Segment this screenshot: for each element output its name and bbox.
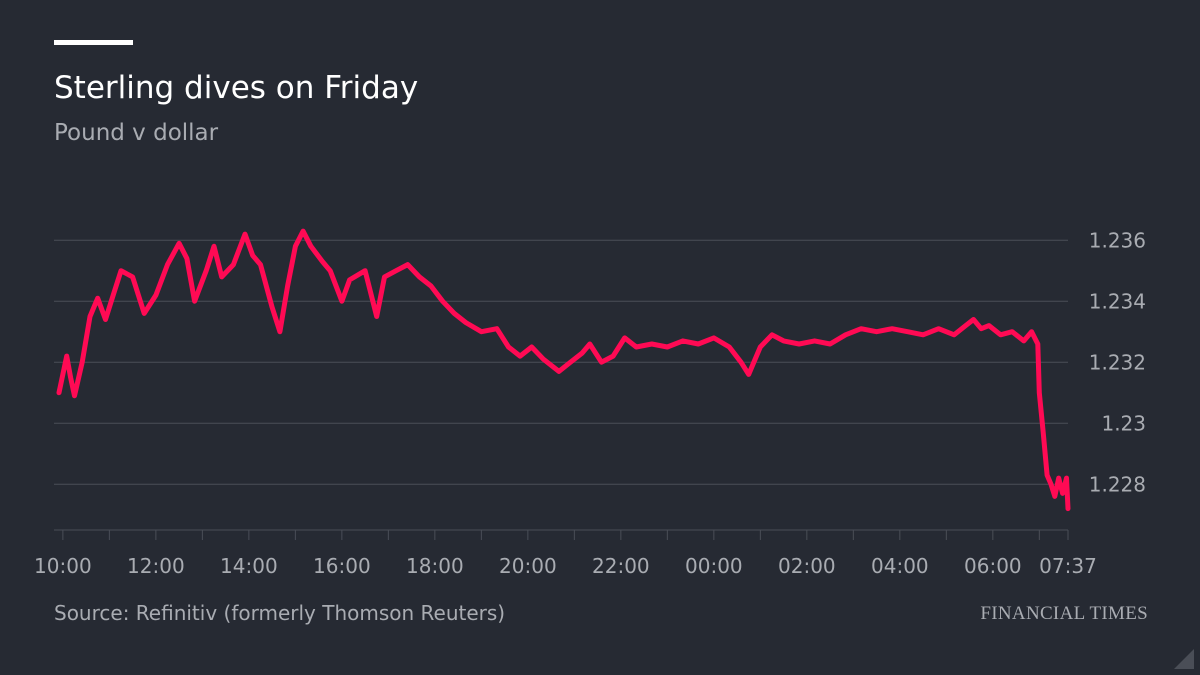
x-tick-label: 04:00 (871, 554, 929, 578)
x-tick-label: 02:00 (778, 554, 836, 578)
x-tick-label: 07:37 (1039, 554, 1097, 578)
gridlines (54, 239, 1068, 485)
x-tick-label: 00:00 (685, 554, 743, 578)
x-tick-label: 22:00 (592, 554, 650, 578)
header-rule (54, 40, 133, 45)
ft-logo: FINANCIAL TIMES (980, 603, 1148, 624)
x-tick-label: 14:00 (220, 554, 278, 578)
y-tick-label: 1.23 (1101, 411, 1146, 435)
source-note: Source: Refinitiv (formerly Thomson Reut… (54, 601, 506, 625)
series-layer (56, 228, 1071, 512)
y-tick-label: 1.236 (1089, 228, 1146, 252)
chart-subtitle: Pound v dollar (54, 120, 219, 146)
x-tick-label: 06:00 (964, 554, 1022, 578)
x-tick-label: 12:00 (127, 554, 185, 578)
y-tick-label: 1.234 (1089, 289, 1146, 313)
x-tick-label: 18:00 (406, 554, 464, 578)
y-tick-label: 1.228 (1089, 472, 1146, 496)
y-axis: 1.236 1.234 1.232 1.23 1.228 (1089, 228, 1146, 496)
chart-title: Sterling dives on Friday (54, 70, 419, 106)
y-tick-label: 1.232 (1089, 350, 1146, 374)
x-axis: 10:00 12:00 14:00 16:00 18:00 20:00 22:00 00:00… (34, 529, 1097, 578)
series-line-gbp-usd (56, 228, 1071, 512)
corner-fold-icon (1174, 649, 1194, 669)
x-tick-label: 20:00 (499, 554, 557, 578)
x-tick-label: 10:00 (34, 554, 92, 578)
x-tick-label: 16:00 (313, 554, 371, 578)
